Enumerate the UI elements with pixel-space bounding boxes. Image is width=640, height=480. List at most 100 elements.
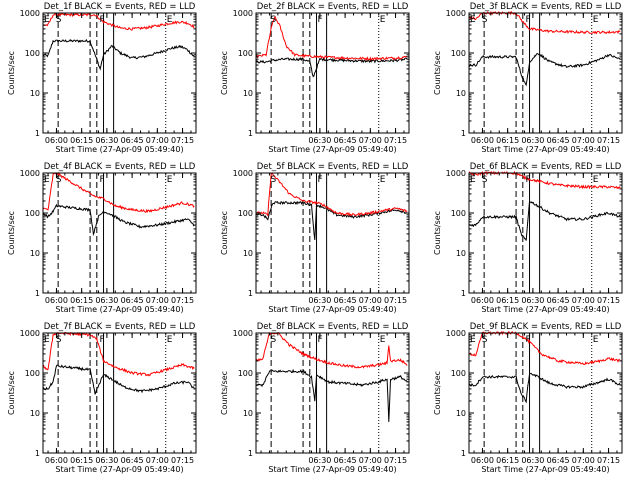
y-tick-label: 1000 xyxy=(233,329,253,338)
y-tick-label: 1 xyxy=(248,289,253,298)
y-tick-label: 100 xyxy=(451,209,466,218)
series-line-lld xyxy=(255,331,408,369)
plot-frame xyxy=(255,12,410,134)
x-axis-label: Start Time (27-Apr-09 05:49:40) xyxy=(268,465,396,474)
x-tick-label: 06:45 xyxy=(334,296,357,305)
x-tick-label: 07:15 xyxy=(384,136,407,145)
y-tick-label: 1000 xyxy=(446,329,466,338)
chart-panel-6: Det_6f BLACK = Events, RED = LLD Counts/s… xyxy=(433,162,623,314)
y-axis-label: Counts/sec xyxy=(7,51,16,95)
y-tick-label: 10 xyxy=(30,89,40,98)
x-tick-label: 07:15 xyxy=(384,296,407,305)
x-tick-label: 07:00 xyxy=(146,456,169,465)
y-tick-label: 10 xyxy=(456,249,466,258)
x-tick-label: 06:00 xyxy=(471,136,494,145)
x-tick-label: 07:00 xyxy=(572,296,595,305)
x-tick-label: 06:30 xyxy=(308,296,331,305)
event-marker-label: E xyxy=(380,335,386,345)
x-axis-label: Start Time (27-Apr-09 05:49:40) xyxy=(55,145,183,154)
y-tick-label: 100 xyxy=(238,49,253,58)
event-marker-label: F xyxy=(318,335,323,345)
series-line-lld xyxy=(42,171,195,214)
series-line-events xyxy=(468,200,621,241)
x-axis-label: Start Time (27-Apr-09 05:49:40) xyxy=(268,145,396,154)
y-tick-label: 1 xyxy=(461,289,466,298)
event-marker-label: F xyxy=(99,15,104,25)
y-tick-label: 10 xyxy=(243,249,253,258)
event-marker-label: S xyxy=(270,175,276,185)
x-axis-label: Start Time (27-Apr-09 05:49:40) xyxy=(481,465,609,474)
x-tick-label: 07:00 xyxy=(359,136,382,145)
event-marker-label: E xyxy=(44,15,50,25)
x-tick-label: 06:45 xyxy=(121,296,144,305)
chart-title: Det_4f BLACK = Events, RED = LLD xyxy=(44,162,196,172)
y-tick-label: 100 xyxy=(25,49,40,58)
y-axis-label: Counts/sec xyxy=(433,211,442,255)
series-line-lld xyxy=(42,331,195,377)
y-tick-label: 1 xyxy=(35,289,40,298)
x-tick-label: 07:15 xyxy=(597,296,620,305)
chart-title: Det_9f BLACK = Events, RED = LLD xyxy=(470,322,622,332)
event-marker-label: E xyxy=(470,175,476,185)
event-marker-label: E xyxy=(470,335,476,345)
y-tick-label: 100 xyxy=(238,209,253,218)
event-marker-label: E xyxy=(593,175,599,185)
y-axis-label: Counts/sec xyxy=(220,211,229,255)
plot-frame xyxy=(468,332,623,454)
x-tick-label: 06:45 xyxy=(334,136,357,145)
series-line-events xyxy=(255,368,408,422)
event-marker-label: F xyxy=(525,175,530,185)
y-tick-label: 10 xyxy=(30,249,40,258)
x-tick-label: 07:00 xyxy=(572,456,595,465)
event-marker-label: S xyxy=(56,175,62,185)
event-marker-label: F xyxy=(318,175,323,185)
chart-panel-5: Det_5f BLACK = Events, RED = LLD Counts/s… xyxy=(220,162,410,314)
plot-frame xyxy=(255,172,410,294)
y-tick-label: 1000 xyxy=(233,9,253,18)
y-tick-label: 1 xyxy=(35,129,40,138)
event-marker-label: S xyxy=(482,15,488,25)
chart-title: Det_6f BLACK = Events, RED = LLD xyxy=(470,162,622,172)
event-marker-label: S xyxy=(56,335,62,345)
y-axis-label: Counts/sec xyxy=(433,371,442,415)
series-line-lld xyxy=(255,15,408,61)
y-tick-label: 10 xyxy=(243,89,253,98)
chart-panel-1: Det_1f BLACK = Events, RED = LLD Counts/s… xyxy=(7,2,197,154)
event-marker-label: F xyxy=(525,335,530,345)
event-marker-label: F xyxy=(525,15,530,25)
y-tick-label: 100 xyxy=(238,369,253,378)
x-axis-label: Start Time (27-Apr-09 05:49:40) xyxy=(481,145,609,154)
x-tick-label: 06:00 xyxy=(45,136,68,145)
x-tick-label: 06:30 xyxy=(521,456,544,465)
y-tick-label: 10 xyxy=(243,409,253,418)
x-axis-label: Start Time (27-Apr-09 05:49:40) xyxy=(268,305,396,314)
x-tick-label: 06:00 xyxy=(471,296,494,305)
x-tick-label: 06:30 xyxy=(95,296,118,305)
chart-title: Det_3f BLACK = Events, RED = LLD xyxy=(470,2,622,12)
event-marker-label: E xyxy=(167,15,173,25)
y-tick-label: 1000 xyxy=(233,169,253,178)
event-marker-label: S xyxy=(482,335,488,345)
x-tick-label: 06:30 xyxy=(308,456,331,465)
y-tick-label: 10 xyxy=(456,409,466,418)
series-line-events xyxy=(42,203,195,237)
y-tick-label: 1000 xyxy=(20,9,40,18)
event-marker-label: E xyxy=(44,175,50,185)
y-axis-label: Counts/sec xyxy=(433,51,442,95)
event-marker-label: E xyxy=(167,335,173,345)
y-tick-label: 100 xyxy=(25,209,40,218)
event-marker-label: E xyxy=(167,175,173,185)
x-tick-label: 06:30 xyxy=(521,296,544,305)
event-marker-label: F xyxy=(318,15,323,25)
y-tick-label: 1000 xyxy=(446,9,466,18)
series-line-events xyxy=(42,38,195,71)
y-tick-label: 1 xyxy=(35,449,40,458)
x-tick-label: 06:30 xyxy=(521,136,544,145)
event-marker-label: S xyxy=(270,335,276,345)
series-line-events xyxy=(255,200,408,241)
y-axis-label: Counts/sec xyxy=(220,51,229,95)
event-marker-label: F xyxy=(99,175,104,185)
plot-frame xyxy=(468,172,623,294)
y-tick-label: 1 xyxy=(248,129,253,138)
chart-panel-4: Det_4f BLACK = Events, RED = LLD Counts/s… xyxy=(7,162,197,314)
